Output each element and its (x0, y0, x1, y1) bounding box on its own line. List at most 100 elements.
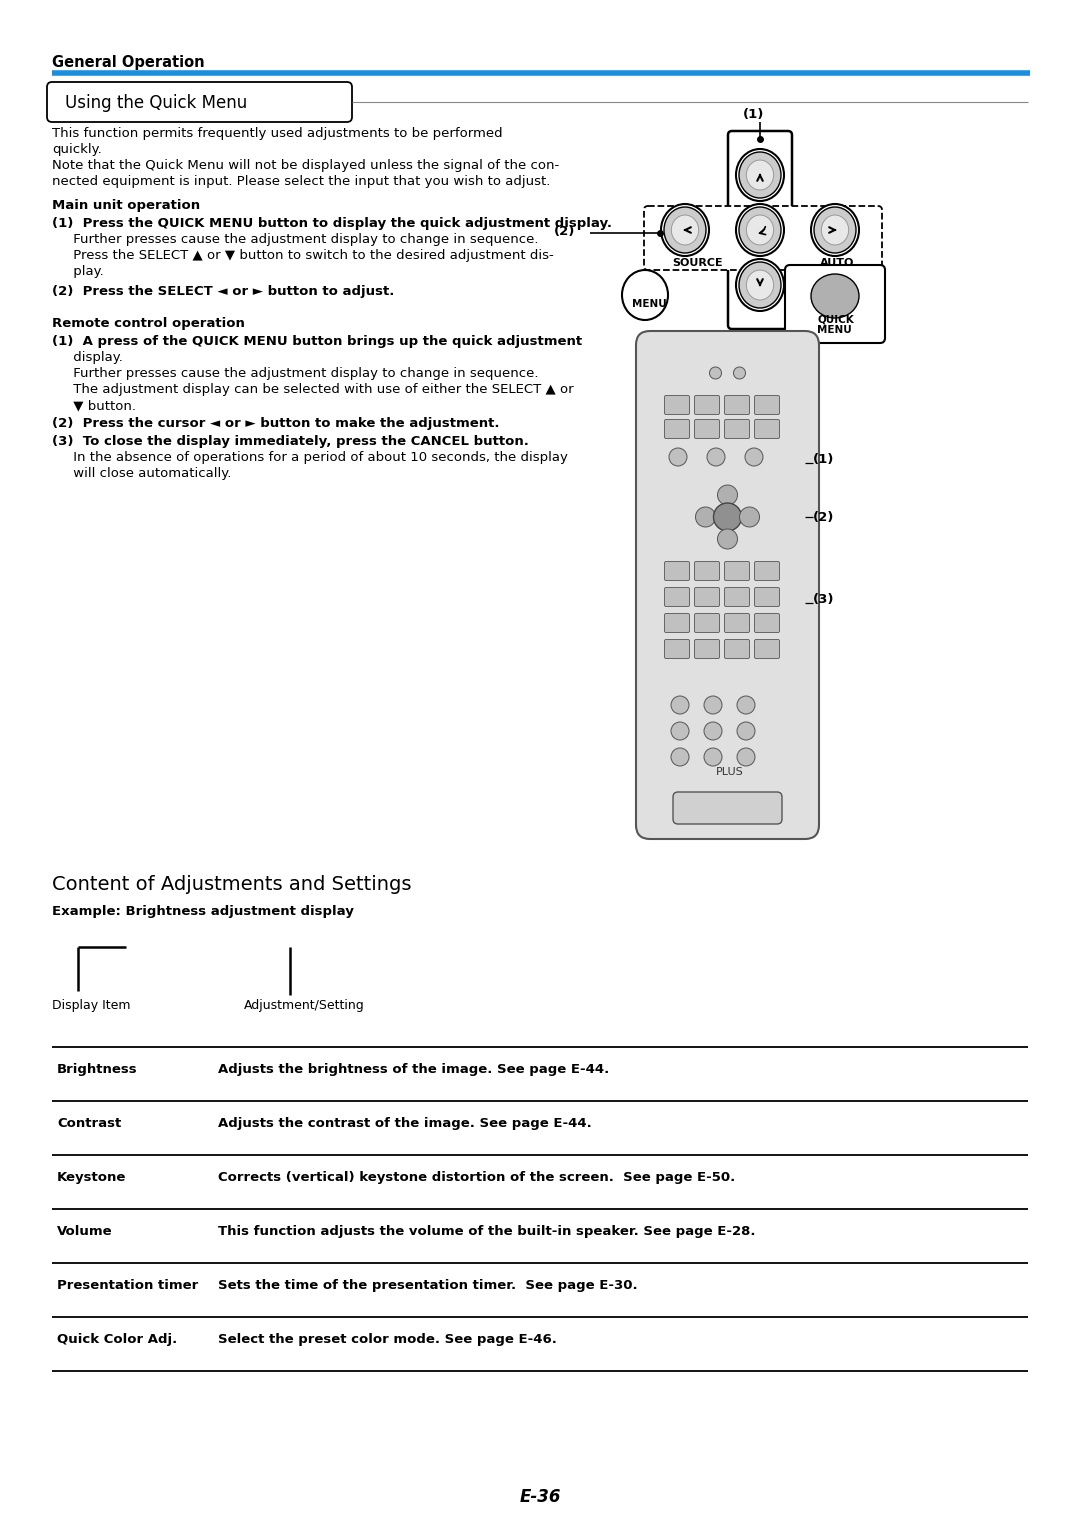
Text: display.: display. (52, 351, 123, 365)
Text: nected equipment is input. Please select the input that you wish to adjust.: nected equipment is input. Please select… (52, 175, 551, 188)
Circle shape (671, 722, 689, 740)
Text: (2): (2) (554, 224, 576, 238)
Text: Display Item: Display Item (52, 1000, 131, 1012)
Text: In the absence of operations for a period of about 10 seconds, the display: In the absence of operations for a perio… (52, 452, 568, 464)
FancyBboxPatch shape (755, 613, 780, 632)
Ellipse shape (746, 270, 773, 301)
Ellipse shape (672, 215, 699, 246)
Text: play.: play. (52, 266, 104, 278)
FancyBboxPatch shape (664, 613, 689, 632)
Text: (3)  To close the display immediately, press the CANCEL button.: (3) To close the display immediately, pr… (52, 435, 529, 449)
Text: Quick Color Adj.: Quick Color Adj. (57, 1334, 177, 1346)
Text: Corrects (vertical) keystone distortion of the screen.  See page E-50.: Corrects (vertical) keystone distortion … (218, 1170, 735, 1184)
FancyBboxPatch shape (694, 613, 719, 632)
Ellipse shape (661, 204, 708, 256)
Text: This function adjusts the volume of the built-in speaker. See page E-28.: This function adjusts the volume of the … (218, 1225, 756, 1238)
Ellipse shape (735, 259, 784, 311)
Ellipse shape (811, 275, 859, 317)
Circle shape (733, 366, 745, 378)
Circle shape (717, 530, 738, 549)
Text: (1): (1) (743, 108, 765, 121)
FancyBboxPatch shape (48, 82, 352, 122)
FancyBboxPatch shape (636, 331, 819, 839)
Text: Sets the time of the presentation timer.  See page E-30.: Sets the time of the presentation timer.… (218, 1279, 637, 1293)
Ellipse shape (739, 153, 781, 198)
FancyBboxPatch shape (664, 395, 689, 415)
Text: (2)  Press the cursor ◄ or ► button to make the adjustment.: (2) Press the cursor ◄ or ► button to ma… (52, 417, 499, 430)
Text: (2)  Press the SELECT ◄ or ► button to adjust.: (2) Press the SELECT ◄ or ► button to ad… (52, 285, 394, 298)
Text: Brightness: Brightness (57, 1064, 137, 1076)
Circle shape (710, 366, 721, 378)
FancyBboxPatch shape (664, 588, 689, 606)
FancyBboxPatch shape (755, 588, 780, 606)
FancyBboxPatch shape (725, 420, 750, 438)
Text: Contrast: Contrast (57, 1117, 121, 1129)
Ellipse shape (746, 215, 773, 246)
FancyBboxPatch shape (725, 395, 750, 415)
FancyBboxPatch shape (644, 206, 882, 270)
Text: MENU: MENU (632, 299, 666, 308)
Ellipse shape (735, 204, 784, 256)
Text: (1)  Press the QUICK MENU button to display the quick adjustment display.: (1) Press the QUICK MENU button to displ… (52, 217, 612, 230)
Circle shape (745, 449, 762, 465)
Circle shape (717, 485, 738, 505)
Text: MENU: MENU (816, 325, 852, 336)
FancyBboxPatch shape (664, 562, 689, 580)
Circle shape (671, 748, 689, 766)
Text: Adjusts the brightness of the image. See page E-44.: Adjusts the brightness of the image. See… (218, 1064, 609, 1076)
Text: will close automatically.: will close automatically. (52, 467, 231, 481)
FancyBboxPatch shape (725, 562, 750, 580)
FancyBboxPatch shape (755, 395, 780, 415)
FancyBboxPatch shape (755, 639, 780, 659)
FancyBboxPatch shape (694, 588, 719, 606)
Text: Remote control operation: Remote control operation (52, 317, 245, 330)
Text: (1)  A press of the QUICK MENU button brings up the quick adjustment: (1) A press of the QUICK MENU button bri… (52, 336, 582, 348)
FancyBboxPatch shape (694, 420, 719, 438)
Text: Adjusts the contrast of the image. See page E-44.: Adjusts the contrast of the image. See p… (218, 1117, 592, 1129)
Text: Main unit operation: Main unit operation (52, 198, 200, 212)
FancyBboxPatch shape (664, 420, 689, 438)
Text: This function permits frequently used adjustments to be performed: This function permits frequently used ad… (52, 127, 502, 140)
FancyBboxPatch shape (725, 639, 750, 659)
FancyBboxPatch shape (673, 792, 782, 824)
Text: Content of Adjustments and Settings: Content of Adjustments and Settings (52, 874, 411, 894)
FancyBboxPatch shape (755, 562, 780, 580)
Circle shape (669, 449, 687, 465)
Text: quickly.: quickly. (52, 143, 102, 156)
FancyBboxPatch shape (728, 131, 792, 330)
Circle shape (714, 504, 742, 531)
Text: General Operation: General Operation (52, 55, 204, 70)
Text: Further presses cause the adjustment display to change in sequence.: Further presses cause the adjustment dis… (52, 233, 539, 246)
Circle shape (704, 748, 723, 766)
Circle shape (737, 722, 755, 740)
Text: (3): (3) (813, 594, 835, 606)
Ellipse shape (746, 160, 773, 189)
Ellipse shape (814, 208, 856, 253)
Text: Using the Quick Menu: Using the Quick Menu (65, 95, 247, 111)
Circle shape (704, 696, 723, 714)
Ellipse shape (822, 215, 849, 246)
Ellipse shape (735, 150, 784, 201)
FancyBboxPatch shape (785, 266, 885, 343)
Text: Presentation timer: Presentation timer (57, 1279, 199, 1293)
Ellipse shape (739, 262, 781, 308)
Text: Adjustment/Setting: Adjustment/Setting (244, 1000, 365, 1012)
Circle shape (696, 507, 715, 526)
Text: Keystone: Keystone (57, 1170, 126, 1184)
Text: E-36: E-36 (519, 1488, 561, 1506)
Ellipse shape (811, 204, 859, 256)
FancyBboxPatch shape (725, 613, 750, 632)
Text: SOURCE: SOURCE (672, 258, 723, 269)
Ellipse shape (739, 208, 781, 253)
Circle shape (707, 449, 725, 465)
Circle shape (737, 696, 755, 714)
Circle shape (740, 507, 759, 526)
Text: QUICK: QUICK (816, 314, 854, 325)
Text: ▼ button.: ▼ button. (52, 398, 136, 412)
Text: PLUS: PLUS (715, 768, 743, 777)
Text: Example: Brightness adjustment display: Example: Brightness adjustment display (52, 905, 354, 919)
Circle shape (704, 722, 723, 740)
Text: The adjustment display can be selected with use of either the SELECT ▲ or: The adjustment display can be selected w… (52, 383, 573, 397)
FancyBboxPatch shape (755, 420, 780, 438)
Text: Note that the Quick Menu will not be displayed unless the signal of the con-: Note that the Quick Menu will not be dis… (52, 159, 559, 172)
